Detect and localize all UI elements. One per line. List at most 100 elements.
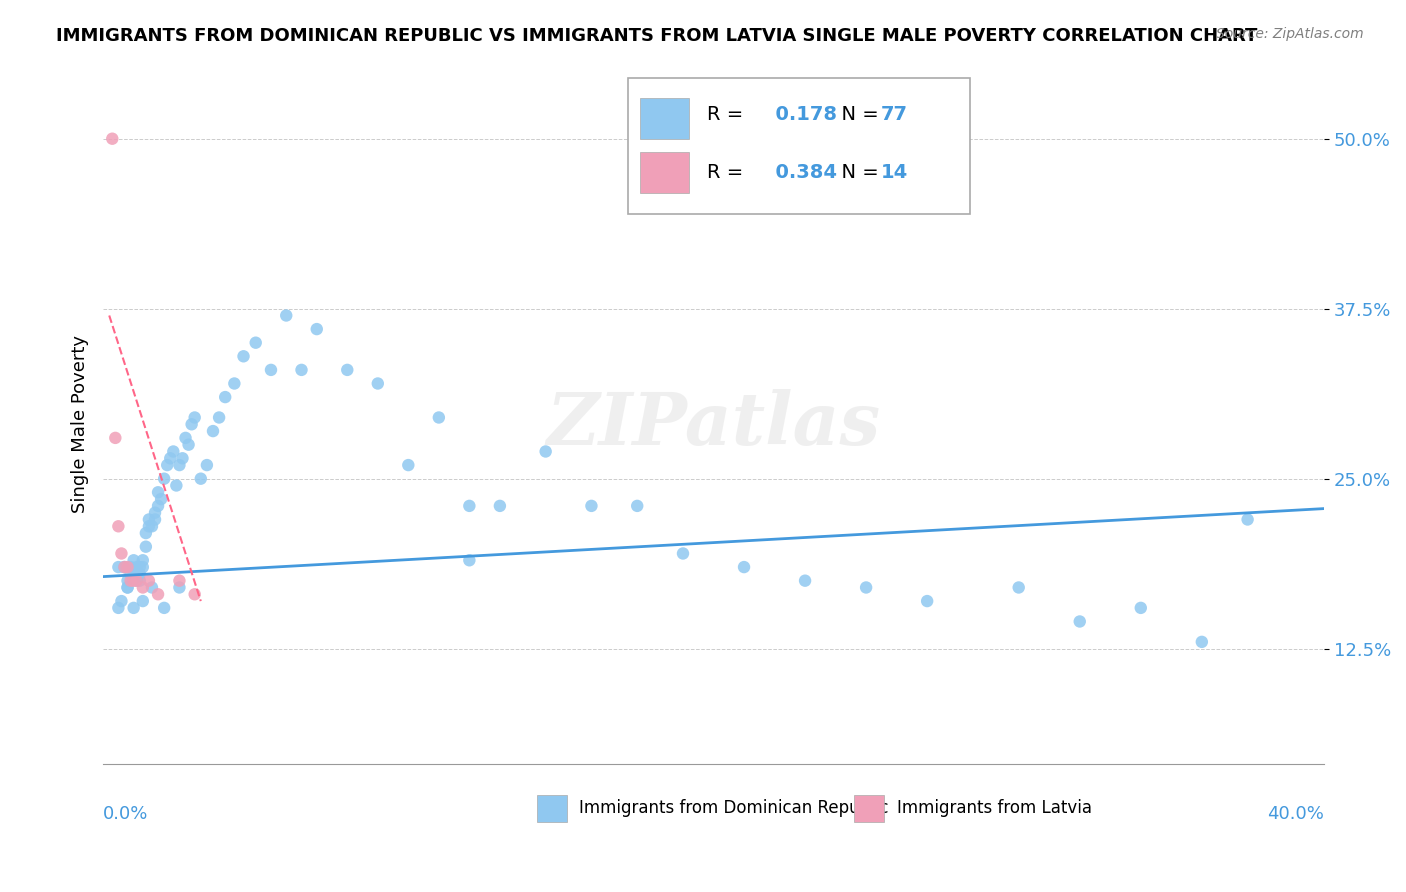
Point (489, 499, 512, 513)
Point (128, 574, 150, 588)
Point (177, 438, 200, 452)
Point (224, 376, 246, 391)
Point (125, 560, 148, 574)
Point (208, 410, 231, 425)
Text: 0.0%: 0.0% (103, 805, 149, 823)
Text: 0.178: 0.178 (762, 105, 838, 124)
Point (165, 478, 187, 492)
Point (138, 519, 160, 533)
Point (110, 594, 132, 608)
Point (107, 519, 129, 533)
Point (141, 581, 163, 595)
Point (117, 581, 139, 595)
Point (305, 322, 328, 336)
Point (138, 574, 160, 588)
Point (132, 553, 155, 567)
Point (101, 131, 124, 145)
Point (1191, 635, 1213, 649)
Point (107, 600, 129, 615)
Point (733, 560, 755, 574)
Point (132, 560, 155, 574)
Point (172, 451, 194, 466)
FancyBboxPatch shape (537, 795, 567, 822)
Point (534, 444, 557, 458)
Point (114, 560, 136, 574)
Point (458, 553, 481, 567)
Point (153, 472, 176, 486)
FancyBboxPatch shape (853, 795, 884, 822)
Point (143, 512, 166, 526)
Point (146, 485, 169, 500)
Text: 40.0%: 40.0% (1267, 805, 1324, 823)
Point (153, 600, 176, 615)
Point (107, 560, 129, 574)
Point (169, 581, 191, 595)
Point (132, 581, 155, 595)
Point (232, 349, 254, 363)
Point (120, 566, 142, 581)
Point (672, 546, 695, 560)
Point (135, 526, 157, 541)
Text: Immigrants from Dominican Republic: Immigrants from Dominican Republic (579, 799, 889, 817)
Point (135, 540, 157, 554)
Point (150, 492, 173, 507)
Point (367, 376, 389, 391)
Point (143, 506, 166, 520)
FancyBboxPatch shape (628, 78, 970, 213)
Point (581, 499, 603, 513)
Point (1129, 600, 1152, 615)
Point (626, 499, 648, 513)
Point (125, 574, 148, 588)
Point (114, 560, 136, 574)
Point (117, 560, 139, 574)
Text: N =: N = (830, 105, 886, 124)
Text: Immigrants from Latvia: Immigrants from Latvia (897, 799, 1091, 817)
Point (336, 363, 359, 377)
Point (915, 594, 938, 608)
Text: R =: R = (707, 163, 749, 182)
Point (169, 574, 191, 588)
Point (122, 553, 145, 567)
Point (120, 560, 142, 574)
Point (245, 335, 267, 350)
Text: 14: 14 (880, 163, 908, 182)
Point (141, 519, 163, 533)
Point (458, 499, 481, 513)
Point (195, 458, 218, 472)
Text: 0.384: 0.384 (762, 163, 838, 182)
Point (276, 309, 298, 323)
Point (120, 574, 142, 588)
Point (174, 431, 197, 445)
Point (132, 594, 155, 608)
Text: IMMIGRANTS FROM DOMINICAN REPUBLIC VS IMMIGRANTS FROM LATVIA SINGLE MALE POVERTY: IMMIGRANTS FROM DOMINICAN REPUBLIC VS IM… (56, 27, 1257, 45)
Point (159, 451, 181, 466)
Y-axis label: Single Male Poverty: Single Male Poverty (72, 335, 89, 513)
Point (290, 363, 312, 377)
Text: ZIPatlas: ZIPatlas (547, 389, 880, 459)
Text: R =: R = (707, 105, 749, 124)
Point (125, 574, 148, 588)
Point (162, 444, 184, 458)
Point (396, 458, 419, 472)
Text: Source: ZipAtlas.com: Source: ZipAtlas.com (1216, 27, 1364, 41)
Point (114, 560, 136, 574)
Point (190, 472, 212, 486)
Point (156, 458, 179, 472)
Point (122, 574, 145, 588)
FancyBboxPatch shape (640, 153, 689, 193)
Point (427, 410, 450, 425)
Point (1236, 512, 1258, 526)
Point (128, 560, 150, 574)
Point (1069, 615, 1091, 629)
Point (117, 574, 139, 588)
Point (128, 566, 150, 581)
Point (260, 363, 283, 377)
Point (146, 499, 169, 513)
Point (122, 566, 145, 581)
Point (117, 581, 139, 595)
Point (183, 587, 205, 601)
Point (180, 417, 202, 432)
Point (138, 512, 160, 526)
Text: N =: N = (830, 163, 886, 182)
Point (146, 587, 169, 601)
